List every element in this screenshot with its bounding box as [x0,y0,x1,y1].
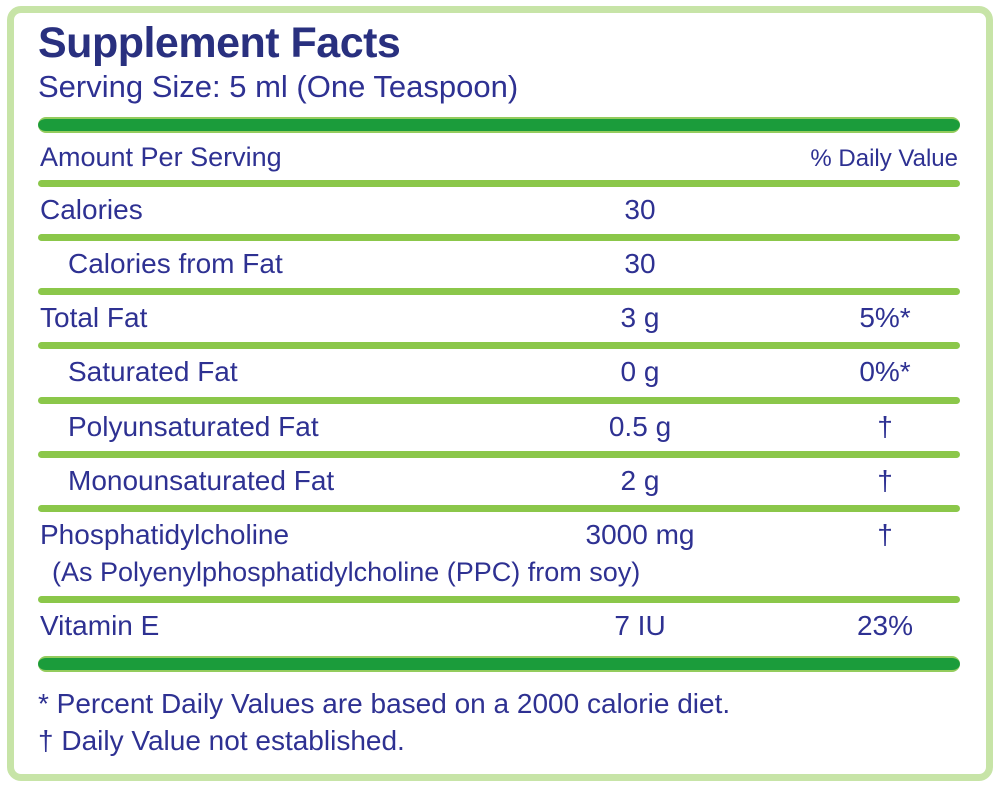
separator-line [38,450,960,458]
nutrient-amount: 30 [624,193,656,225]
nutrient-row: Total Fat 3 g 5%* [38,295,960,342]
nutrient-row: Monounsaturated Fat 2 g † [38,458,960,505]
nutrient-name: Calories from Fat [68,247,283,279]
nutrient-amount: 3000 mg [585,518,695,550]
nutrient-subtext: (As Polyenylphosphatidylcholine (PPC) fr… [52,557,641,588]
bottom-thick-rule [38,656,960,673]
nutrient-row: Phosphatidylcholine 3000 mg † (As Polyenylp… [38,512,960,596]
supplement-facts-panel: Supplement Facts Serving Size: 5 ml (One… [7,6,993,781]
separator-line [38,288,960,296]
facts-rows: Calories 30 Calories from Fat 30 Total Fat 3 … [38,179,960,651]
nutrient-name: Phosphatidylcholine [40,518,290,550]
nutrient-name: Total Fat [40,302,148,334]
nutrient-daily-value: † [877,464,893,496]
nutrient-daily-value: 5%* [859,302,911,334]
nutrient-row: Vitamin E 7 IU 23% [38,603,960,650]
facts-header-row: Amount Per Serving % Daily Value [38,133,960,180]
nutrient-amount: 30 [624,247,656,279]
separator-line [38,342,960,350]
footnote-daily-values: * Percent Daily Values are based on a 20… [38,688,731,720]
amount-per-serving-header: Amount Per Serving [40,141,282,172]
nutrient-daily-value: 0%* [859,356,911,388]
nutrient-name: Saturated Fat [68,356,238,388]
nutrient-amount: 3 g [620,302,660,334]
nutrient-amount: 0 g [620,356,660,388]
daily-value-header: % Daily Value [810,144,958,172]
nutrient-name: Vitamin E [40,610,160,642]
nutrient-amount: 7 IU [614,610,666,642]
top-thick-rule [38,116,960,133]
nutrient-row: Saturated Fat 0 g 0%* [38,349,960,396]
separator-line [38,396,960,404]
separator-line [38,504,960,512]
nutrient-daily-value: 23% [856,610,914,642]
nutrient-daily-value: † [877,518,893,550]
separator-line [38,596,960,604]
footnotes: * Percent Daily Values are based on a 20… [38,686,960,759]
serving-size: Serving Size: 5 ml (One Teaspoon) [38,69,519,105]
nutrient-row: Calories 30 [38,187,960,234]
nutrient-daily-value: † [877,410,893,442]
nutrient-row: Calories from Fat 30 [38,241,960,288]
nutrient-name: Calories [40,193,143,225]
nutrient-name: Monounsaturated Fat [68,464,335,496]
nutrient-amount: 0.5 g [608,410,672,442]
footnote-dv-not-established: † Daily Value not established. [38,724,405,756]
nutrient-row: Polyunsaturated Fat 0.5 g † [38,404,960,451]
nutrient-amount: 2 g [620,464,660,496]
nutrient-name: Polyunsaturated Fat [68,410,319,442]
separator-line [38,179,960,187]
separator-line [38,233,960,241]
panel-title: Supplement Facts [38,19,401,67]
